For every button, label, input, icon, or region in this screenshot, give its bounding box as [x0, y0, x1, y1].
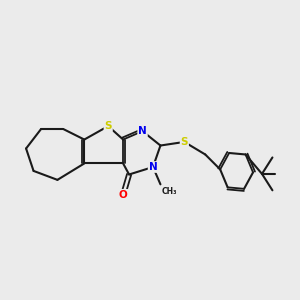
Text: N: N: [148, 162, 158, 172]
Text: O: O: [119, 190, 128, 200]
Text: S: S: [104, 121, 112, 131]
Text: CH₃: CH₃: [162, 187, 177, 196]
Text: N: N: [138, 126, 147, 136]
Text: S: S: [181, 137, 188, 147]
